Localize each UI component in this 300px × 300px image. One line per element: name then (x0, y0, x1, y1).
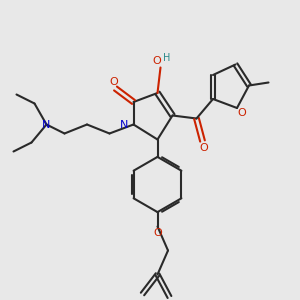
Text: N: N (42, 119, 51, 130)
Text: O: O (200, 142, 208, 153)
Text: O: O (152, 56, 161, 66)
Text: O: O (153, 227, 162, 238)
Text: O: O (237, 108, 246, 118)
Text: N: N (120, 119, 128, 130)
Text: H: H (164, 53, 171, 64)
Text: O: O (110, 77, 118, 87)
